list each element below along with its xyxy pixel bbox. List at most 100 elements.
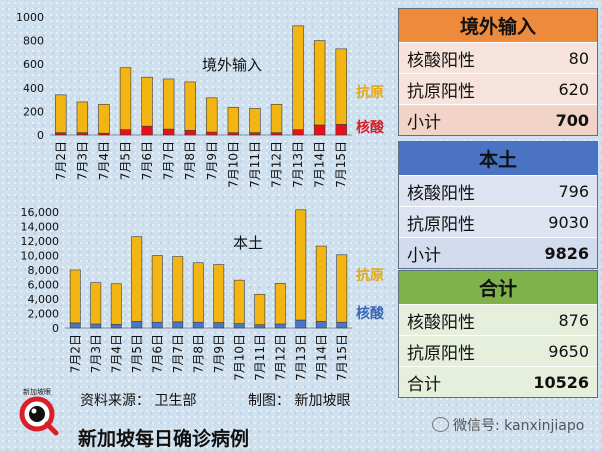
local-y-tick: 16,000	[21, 206, 60, 219]
overseas-bar	[292, 129, 304, 136]
local-bar	[110, 283, 122, 325]
overseas-bar	[227, 106, 240, 133]
overseas-legend-item: 核酸	[356, 119, 385, 136]
chart-overseas: 0 200 400 600 800 1000 7月2日 7月3日 7月4日 7月5日 7月6日 7月7…	[16, 11, 385, 188]
local-bar	[172, 256, 184, 323]
wechat-icon	[432, 417, 449, 432]
local-bar	[254, 293, 266, 326]
overseas-bar	[335, 124, 347, 136]
overseas-x-tick: 7月11日	[248, 141, 262, 188]
row-label: 抗原阳性	[407, 343, 475, 364]
overseas-bar	[335, 48, 347, 125]
overseas-bar	[227, 132, 240, 136]
overseas-legend-item: 抗原	[356, 84, 384, 101]
table-row: 抗原阳性 9030	[399, 206, 597, 237]
overseas-title: 境外输入	[202, 56, 262, 74]
overseas-x-tick: 7月9日	[205, 141, 219, 180]
local-bar	[274, 323, 286, 329]
local-x-tick: 7月3日	[89, 334, 103, 373]
table-total: 合计 核酸阳性 876 抗原阳性 9650 合计 10526	[398, 270, 598, 398]
overseas-bar	[270, 132, 283, 136]
table-overseas-title: 境外输入	[399, 9, 597, 42]
table-local-title: 本土	[399, 142, 597, 175]
row-label: 抗原阳性	[407, 214, 475, 235]
row-value: 9826	[544, 243, 589, 263]
overseas-bar	[98, 104, 110, 134]
local-bar	[151, 255, 163, 323]
local-bar	[233, 279, 245, 324]
overseas-x-tick: 7月5日	[119, 141, 133, 180]
page-title: 新加坡每日确诊病例	[78, 428, 250, 450]
overseas-y-tick: 1000	[16, 11, 44, 24]
row-label: 小计	[407, 112, 441, 133]
local-x-tick: 7月9日	[212, 334, 226, 373]
row-value: 80	[568, 48, 589, 68]
local-bar	[192, 321, 204, 329]
local-y-tick: 14,000	[21, 221, 60, 234]
local-bar	[131, 321, 143, 329]
overseas-bar	[249, 132, 261, 136]
table-local: 本土 核酸阳性 796 抗原阳性 9030 小计 9826	[398, 141, 598, 269]
overseas-bar	[184, 81, 196, 131]
local-x-tick: 7月7日	[171, 334, 185, 373]
local-bar	[69, 322, 81, 329]
overseas-x-tick: 7月4日	[97, 141, 111, 180]
overseas-bar	[119, 67, 132, 130]
row-value: 876	[558, 310, 589, 330]
local-y-tick: 4,000	[28, 293, 60, 306]
overseas-bar	[184, 129, 196, 136]
local-bar	[90, 282, 102, 325]
local-x-tick: 7月12日	[273, 334, 287, 381]
table-overseas: 境外输入 核酸阳性 80 抗原阳性 620 小计 700	[398, 8, 598, 136]
overseas-bar	[141, 76, 153, 127]
overseas-y-tick: 0	[37, 129, 44, 142]
local-y-tick: 10,000	[21, 250, 60, 263]
table-row-subtotal: 小计 9826	[399, 237, 597, 268]
local-bar	[295, 209, 307, 321]
table-total-title: 合计	[399, 271, 597, 304]
local-y-tick: 12,000	[21, 235, 60, 248]
local-bar	[336, 321, 348, 329]
overseas-bar	[313, 40, 326, 126]
local-x-tick: 7月4日	[109, 334, 123, 373]
overseas-bar	[55, 94, 67, 133]
local-legend-item: 抗原	[356, 267, 384, 284]
local-bar	[192, 262, 204, 323]
row-label: 合计	[407, 374, 441, 395]
local-y-tick: 2,000	[28, 308, 60, 321]
local-x-tick: 7月10日	[232, 334, 246, 381]
wechat-label: 微信号: kanxinjiapo	[453, 418, 585, 434]
local-bar	[151, 321, 163, 329]
local-bar	[315, 245, 327, 322]
overseas-bar	[270, 104, 283, 133]
local-bar	[213, 322, 225, 329]
row-label: 抗原阳性	[407, 81, 475, 102]
maker-label: 制图： 新加坡眼	[248, 393, 351, 409]
local-x-tick: 7月8日	[191, 334, 205, 373]
table-row-subtotal: 小计 700	[399, 104, 597, 135]
overseas-y-tick: 600	[23, 58, 44, 71]
overseas-x-tick: 7月3日	[75, 141, 89, 180]
local-x-tick: 7月2日	[68, 334, 82, 373]
local-legend-item: 核酸	[356, 305, 385, 322]
overseas-bar	[206, 97, 218, 133]
overseas-x-tick: 7月2日	[54, 141, 68, 180]
overseas-y-tick: 800	[23, 35, 44, 48]
source-label: 资料来源： 卫生部	[80, 393, 197, 409]
overseas-x-tick: 7月6日	[140, 141, 154, 180]
local-y-tick: 6,000	[28, 279, 60, 292]
local-title: 本土	[233, 234, 263, 252]
row-value: 700	[555, 110, 589, 130]
overseas-x-tick: 7月10日	[226, 141, 240, 188]
table-row: 核酸阳性 876	[399, 304, 597, 335]
overseas-bar	[313, 124, 326, 136]
overseas-bar	[76, 132, 89, 136]
overseas-x-tick: 7月12日	[270, 141, 284, 188]
table-row: 抗原阳性 9650	[399, 335, 597, 366]
local-bar	[336, 254, 348, 323]
local-bar	[254, 324, 266, 329]
magnifier-eye-logo: 新加坡眼	[19, 387, 59, 436]
row-value: 10526	[533, 372, 589, 392]
local-x-tick: 7月15日	[335, 334, 349, 381]
